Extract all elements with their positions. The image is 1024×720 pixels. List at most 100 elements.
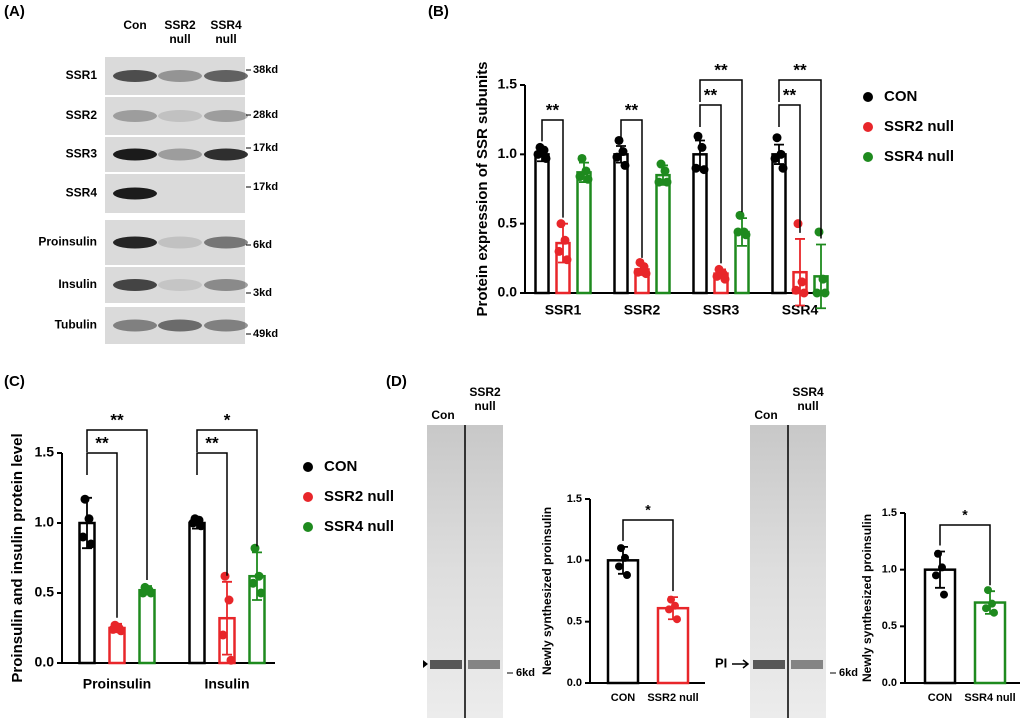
marker-label: 38kd: [253, 64, 278, 76]
error-bar: [795, 238, 805, 307]
data-point: [554, 246, 564, 256]
lane-label: SSR2 null: [164, 18, 196, 46]
row-label: SSR1: [66, 68, 98, 82]
y-tick-label: 0.5: [567, 616, 582, 628]
legend-marker: [303, 522, 313, 532]
data-point: [814, 227, 824, 237]
y-tick-label: 0.5: [35, 584, 55, 600]
legend-marker: [863, 152, 873, 162]
y-tick-label: 1.5: [35, 444, 55, 460]
gel-band: [753, 660, 785, 669]
data-point: [577, 153, 587, 163]
significance-bracket: [196, 452, 228, 576]
legend-marker: [863, 122, 873, 132]
marker-label: 6kd: [516, 667, 535, 679]
error-bar: [737, 217, 747, 247]
significance-bracket: [778, 79, 822, 239]
significance-label: **: [714, 60, 728, 79]
bar: [692, 153, 708, 295]
significance-bracket: [196, 429, 258, 547]
blot-band: [204, 279, 248, 291]
marker-label: 28kd: [253, 109, 278, 121]
significance-label: *: [224, 410, 231, 429]
bar: [973, 601, 1007, 685]
error-bar: [618, 545, 628, 575]
error-bar: [222, 580, 232, 656]
x-tick-label: SSR4 null: [964, 692, 1015, 704]
blot-band: [204, 319, 248, 332]
y-tick-label: 0.0: [498, 284, 518, 300]
error-bar: [558, 222, 568, 264]
x-tick-label: Proinsulin: [83, 676, 151, 692]
y-tick-label: 1.5: [882, 507, 897, 519]
significance-bracket: [541, 119, 564, 218]
row-label: SSR2: [66, 108, 98, 122]
significance-label: **: [625, 100, 639, 119]
panel-label: (A): [4, 3, 25, 20]
error-bar: [142, 585, 152, 596]
data-point: [256, 588, 266, 598]
row-label: SSR4: [66, 186, 98, 200]
significance-bracket: [778, 104, 801, 233]
data-point: [793, 219, 803, 229]
legend-marker: [863, 92, 873, 102]
blot-band: [158, 279, 202, 291]
data-point: [932, 571, 940, 580]
data-point: [226, 655, 236, 665]
data-point: [982, 604, 990, 613]
data-point: [254, 571, 264, 581]
data-point: [770, 153, 780, 163]
data-point: [791, 285, 801, 295]
y-tick-label: 0.0: [567, 677, 582, 689]
significance-bracket: [620, 119, 643, 258]
bar: [655, 173, 671, 295]
data-point: [84, 514, 94, 524]
data-point: [612, 152, 622, 162]
significance-label: **: [793, 60, 807, 79]
bar: [606, 559, 640, 685]
x-tick-label: SSR1: [545, 302, 582, 318]
blot-band: [158, 319, 202, 332]
significance-label: **: [783, 85, 797, 104]
blot-band: [158, 110, 202, 122]
marker-label: 17kd: [253, 181, 278, 193]
x-tick-label: SSR2 null: [647, 692, 698, 704]
data-point: [820, 288, 830, 298]
error-bar: [616, 145, 626, 164]
marker-label: 17kd: [253, 142, 278, 154]
significance-label: **: [704, 85, 718, 104]
marker-label: 49kd: [253, 328, 278, 340]
blot-band: [158, 236, 202, 249]
error-bar: [935, 550, 945, 589]
y-tick-label: 1.5: [567, 493, 582, 505]
data-point: [697, 142, 707, 152]
legend-marker: [303, 462, 313, 472]
marker-label: 6kd: [839, 667, 858, 679]
bar: [138, 588, 156, 665]
gel-band: [430, 660, 462, 669]
data-point: [188, 518, 198, 528]
error-bar: [668, 596, 678, 621]
error-bar: [695, 139, 705, 170]
blot-band: [204, 110, 248, 122]
blot-band: [113, 110, 157, 122]
x-tick-label: CON: [611, 692, 636, 704]
arrow: [732, 659, 750, 669]
error-bar: [579, 161, 589, 183]
y-tick-label: 1.0: [567, 554, 582, 566]
data-point: [224, 595, 234, 605]
data-point: [533, 149, 543, 159]
blot-band: [113, 70, 157, 82]
significance-bracket: [939, 524, 991, 586]
error-bar: [774, 143, 784, 165]
error-bar: [192, 516, 202, 530]
y-axis-label: Newly synthesized proinsulin: [860, 514, 874, 682]
error-bar: [658, 164, 668, 186]
bar: [188, 521, 206, 665]
gel-band: [468, 660, 500, 669]
blot-band: [204, 236, 248, 249]
significance-label: **: [110, 410, 124, 429]
row-label: Insulin: [58, 277, 97, 291]
marker-label: 3kd: [253, 287, 272, 299]
